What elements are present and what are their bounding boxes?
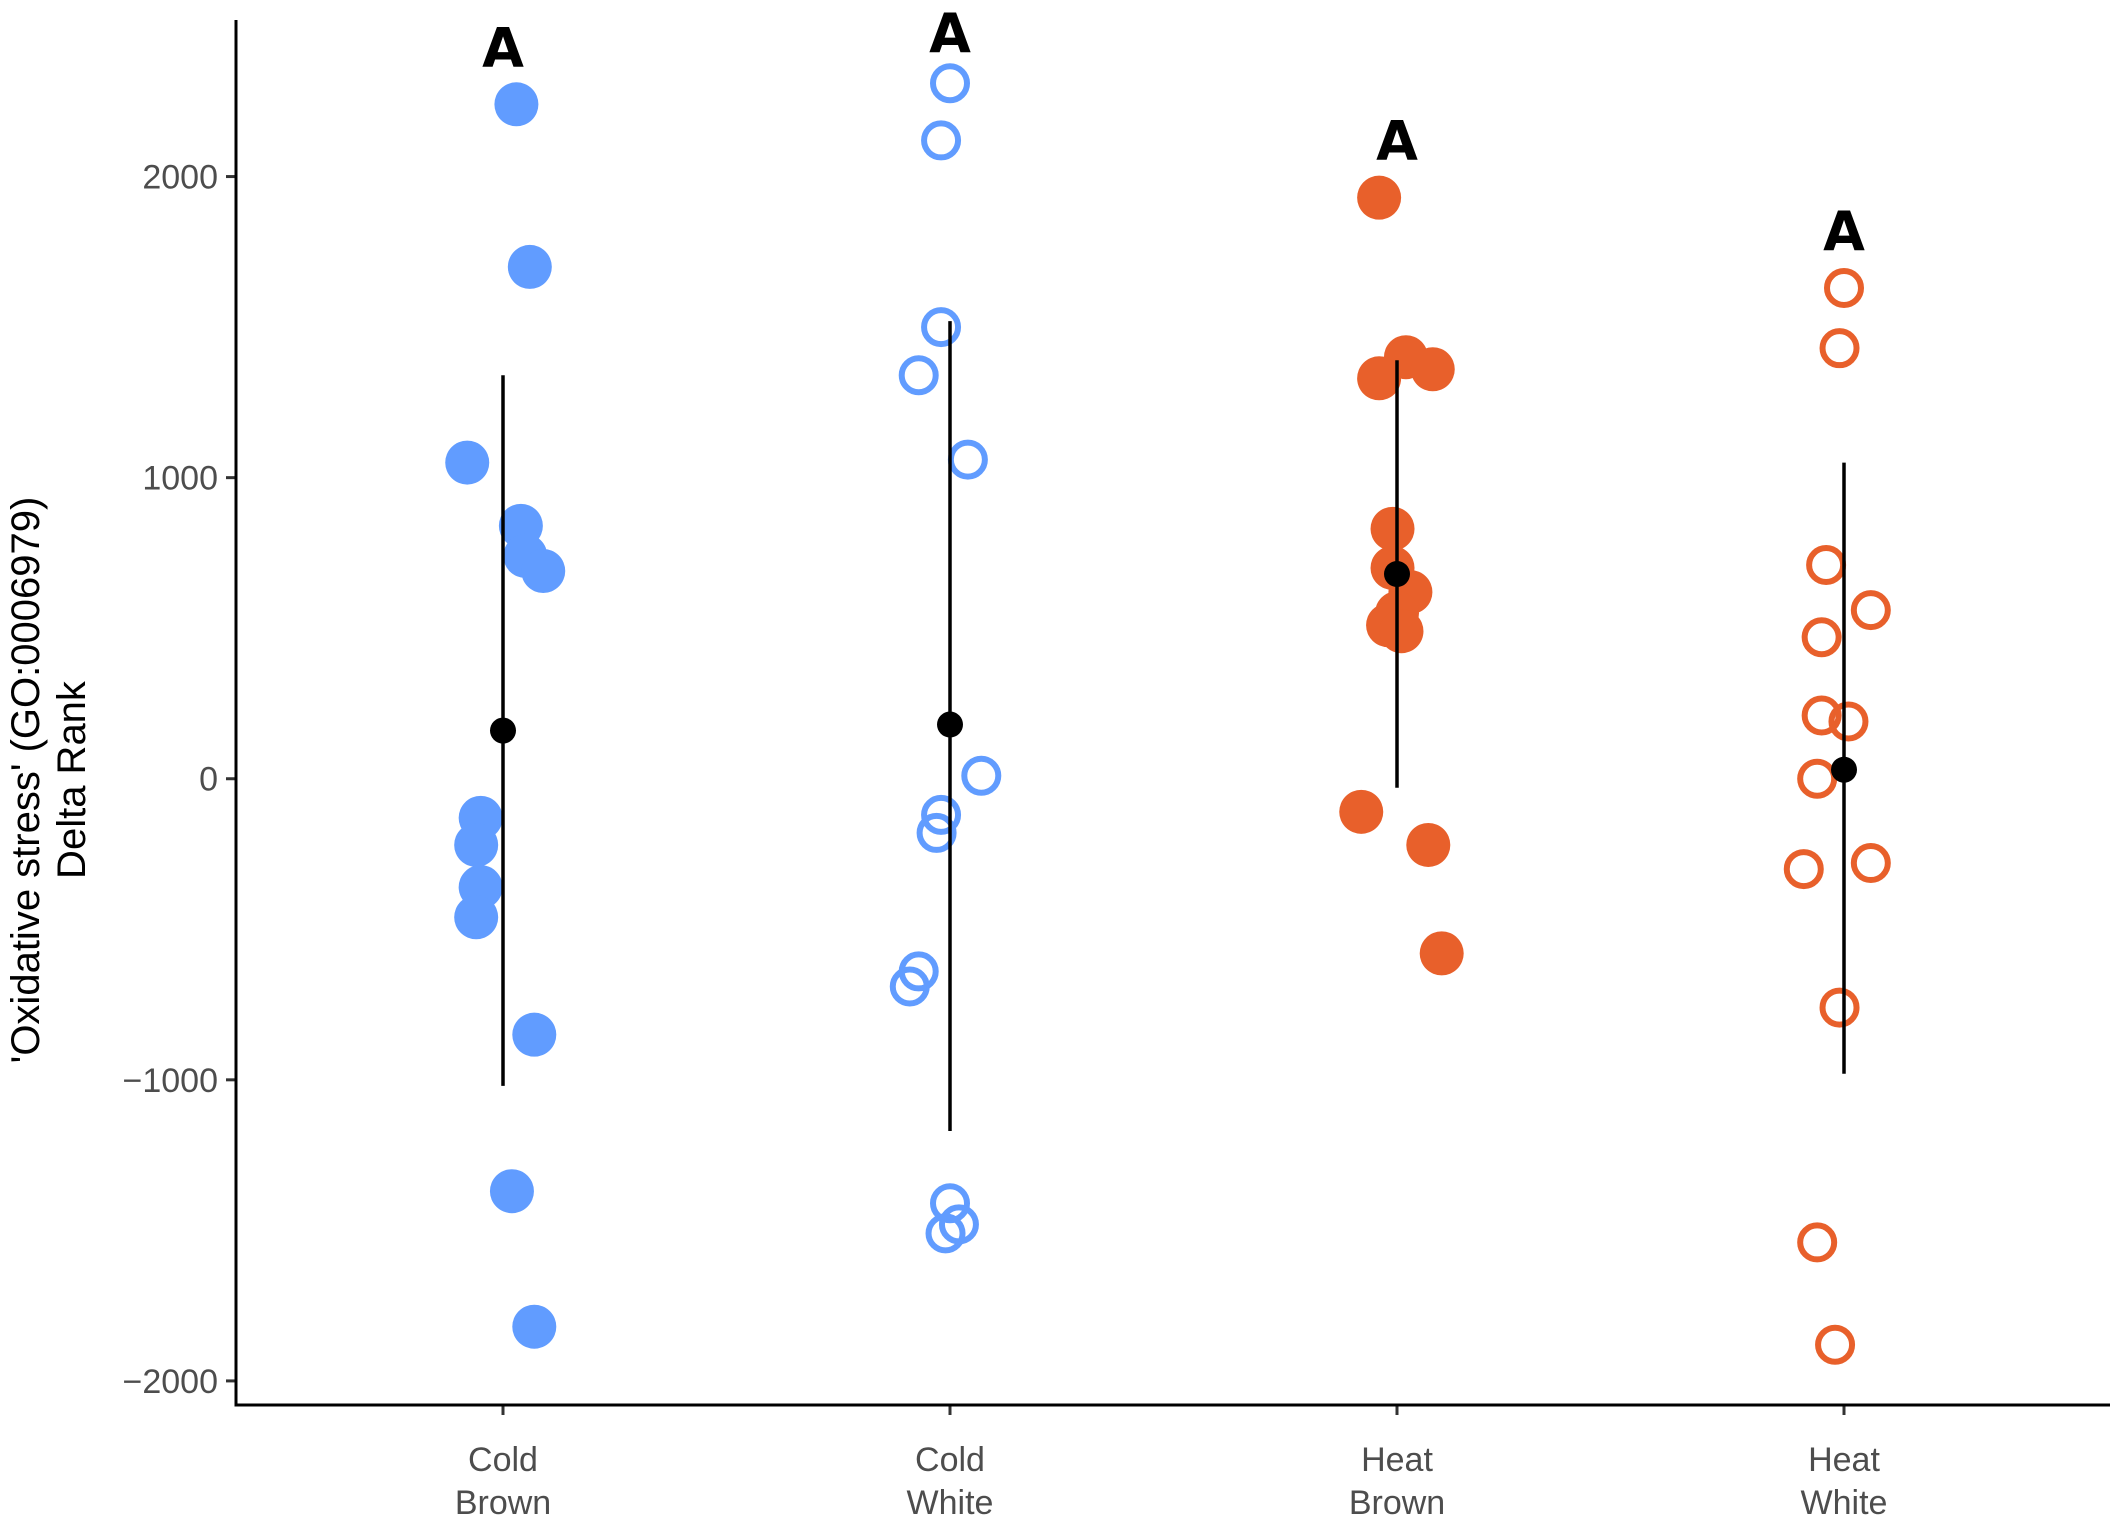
data-point: [916, 812, 957, 853]
data-point: [898, 355, 939, 396]
data-point: [454, 822, 499, 867]
series-group: A: [1783, 200, 1891, 1365]
series-group: A: [1339, 110, 1464, 976]
data-point: [1379, 609, 1424, 654]
data-point: [507, 244, 552, 289]
series-group: A: [445, 16, 566, 1349]
data-point: [1801, 695, 1842, 736]
data-point: [1339, 789, 1384, 834]
data-point: [1801, 617, 1842, 658]
data-point: [889, 966, 930, 1007]
data-point: [454, 895, 499, 940]
data-point: [930, 63, 970, 104]
y-tick-label: −1000: [123, 1062, 219, 1100]
data-point: [947, 439, 988, 480]
data-point: [921, 120, 962, 161]
y-axis-title-line-2: Delta Rank: [50, 680, 94, 879]
data-point: [930, 1183, 970, 1224]
x-tick-label-line-2: White: [1801, 1484, 1888, 1522]
significance-letter: A: [1376, 110, 1418, 173]
data-point: [921, 794, 962, 835]
x-tick-label-line-1: Cold: [915, 1441, 985, 1479]
data-point: [1824, 267, 1864, 308]
data-point: [1797, 758, 1838, 799]
mean-point: [1384, 561, 1410, 587]
series-group: A: [889, 2, 1002, 1254]
x-tick-label-line-1: Heat: [1361, 1441, 1433, 1479]
mean-point: [490, 717, 516, 744]
data-point: [1783, 849, 1824, 890]
data-point: [1357, 175, 1402, 220]
data-point: [1819, 987, 1860, 1028]
data-point: [1370, 506, 1415, 551]
data-point: [961, 755, 1002, 796]
plot-area: A A A A: [445, 2, 1891, 1365]
data-point: [925, 1213, 966, 1254]
y-axis-ticks: −2000 −1000 0 1000 2000: [123, 159, 236, 1401]
data-point: [489, 1169, 534, 1214]
x-tick-label-line-1: Cold: [468, 1441, 538, 1479]
data-point: [1406, 822, 1451, 867]
data-point: [512, 1012, 557, 1057]
x-axis-ticks: Cold Brown Cold White Heat Brown Heat White: [455, 1405, 1888, 1522]
data-point: [1850, 590, 1891, 631]
y-axis-title: 'Oxidative stress' (GO:0006979) Delta Ra…: [4, 497, 94, 1064]
data-point: [1815, 1324, 1856, 1365]
data-point: [445, 440, 490, 485]
y-axis-title-line-1: 'Oxidative stress' (GO:0006979): [4, 497, 48, 1064]
significance-letter: A: [482, 16, 524, 79]
significance-letter: A: [1823, 200, 1865, 263]
mean-point: [1831, 756, 1857, 783]
data-point: [1806, 544, 1847, 585]
y-tick-label: 0: [199, 761, 218, 799]
data-point: [1419, 931, 1464, 976]
y-tick-label: −2000: [123, 1363, 219, 1401]
data-point: [521, 548, 566, 593]
data-point: [1797, 1222, 1838, 1263]
data-point: [1410, 347, 1455, 392]
y-tick-label: 2000: [142, 159, 218, 197]
x-tick-label-line-2: Brown: [455, 1484, 551, 1522]
x-tick-label-line-1: Heat: [1808, 1441, 1880, 1479]
y-tick-label: 1000: [142, 460, 218, 498]
x-tick-label-line-2: White: [907, 1484, 994, 1522]
data-point: [1819, 328, 1860, 369]
mean-point: [937, 711, 963, 738]
data-point: [1828, 701, 1869, 742]
data-point: [512, 1304, 557, 1349]
data-point: [1850, 843, 1891, 884]
x-tick-label-line-2: Brown: [1349, 1484, 1445, 1522]
significance-letter: A: [929, 2, 971, 65]
data-point: [921, 307, 962, 348]
data-point: [494, 82, 539, 127]
data-point: [1357, 356, 1402, 401]
